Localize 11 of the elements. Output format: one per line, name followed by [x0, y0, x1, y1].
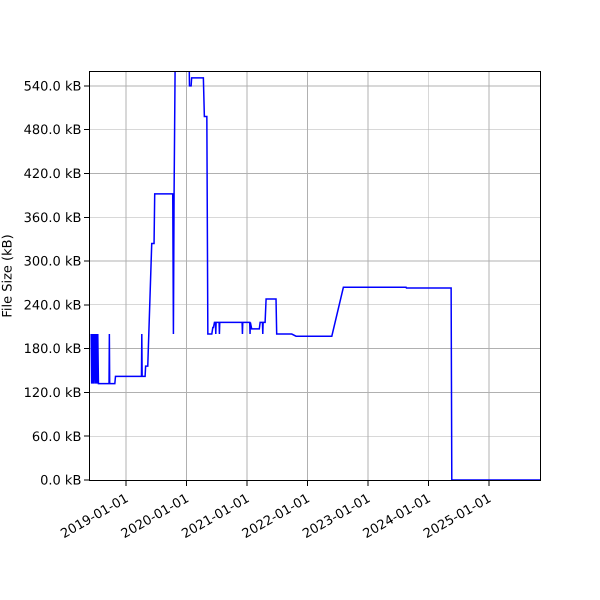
y-axis-title: File Size (kB) — [0, 234, 16, 318]
y-tick-label: 180.0 kB — [24, 342, 82, 358]
y-tick-label: 60.0 kB — [32, 430, 82, 445]
y-tick-label: 300.0 kB — [24, 254, 82, 270]
y-tick-label: 480.0 kB — [24, 123, 82, 138]
y-tick-label: 240.0 kB — [24, 298, 82, 314]
y-tick-label: 0.0 kB — [40, 474, 82, 489]
y-tick-label: 420.0 kB — [24, 167, 82, 182]
y-tick-label: 120.0 kB — [24, 386, 82, 401]
y-tick-label: 540.0 kB — [24, 79, 82, 94]
y-tick-label: 360.0 kB — [24, 210, 82, 226]
